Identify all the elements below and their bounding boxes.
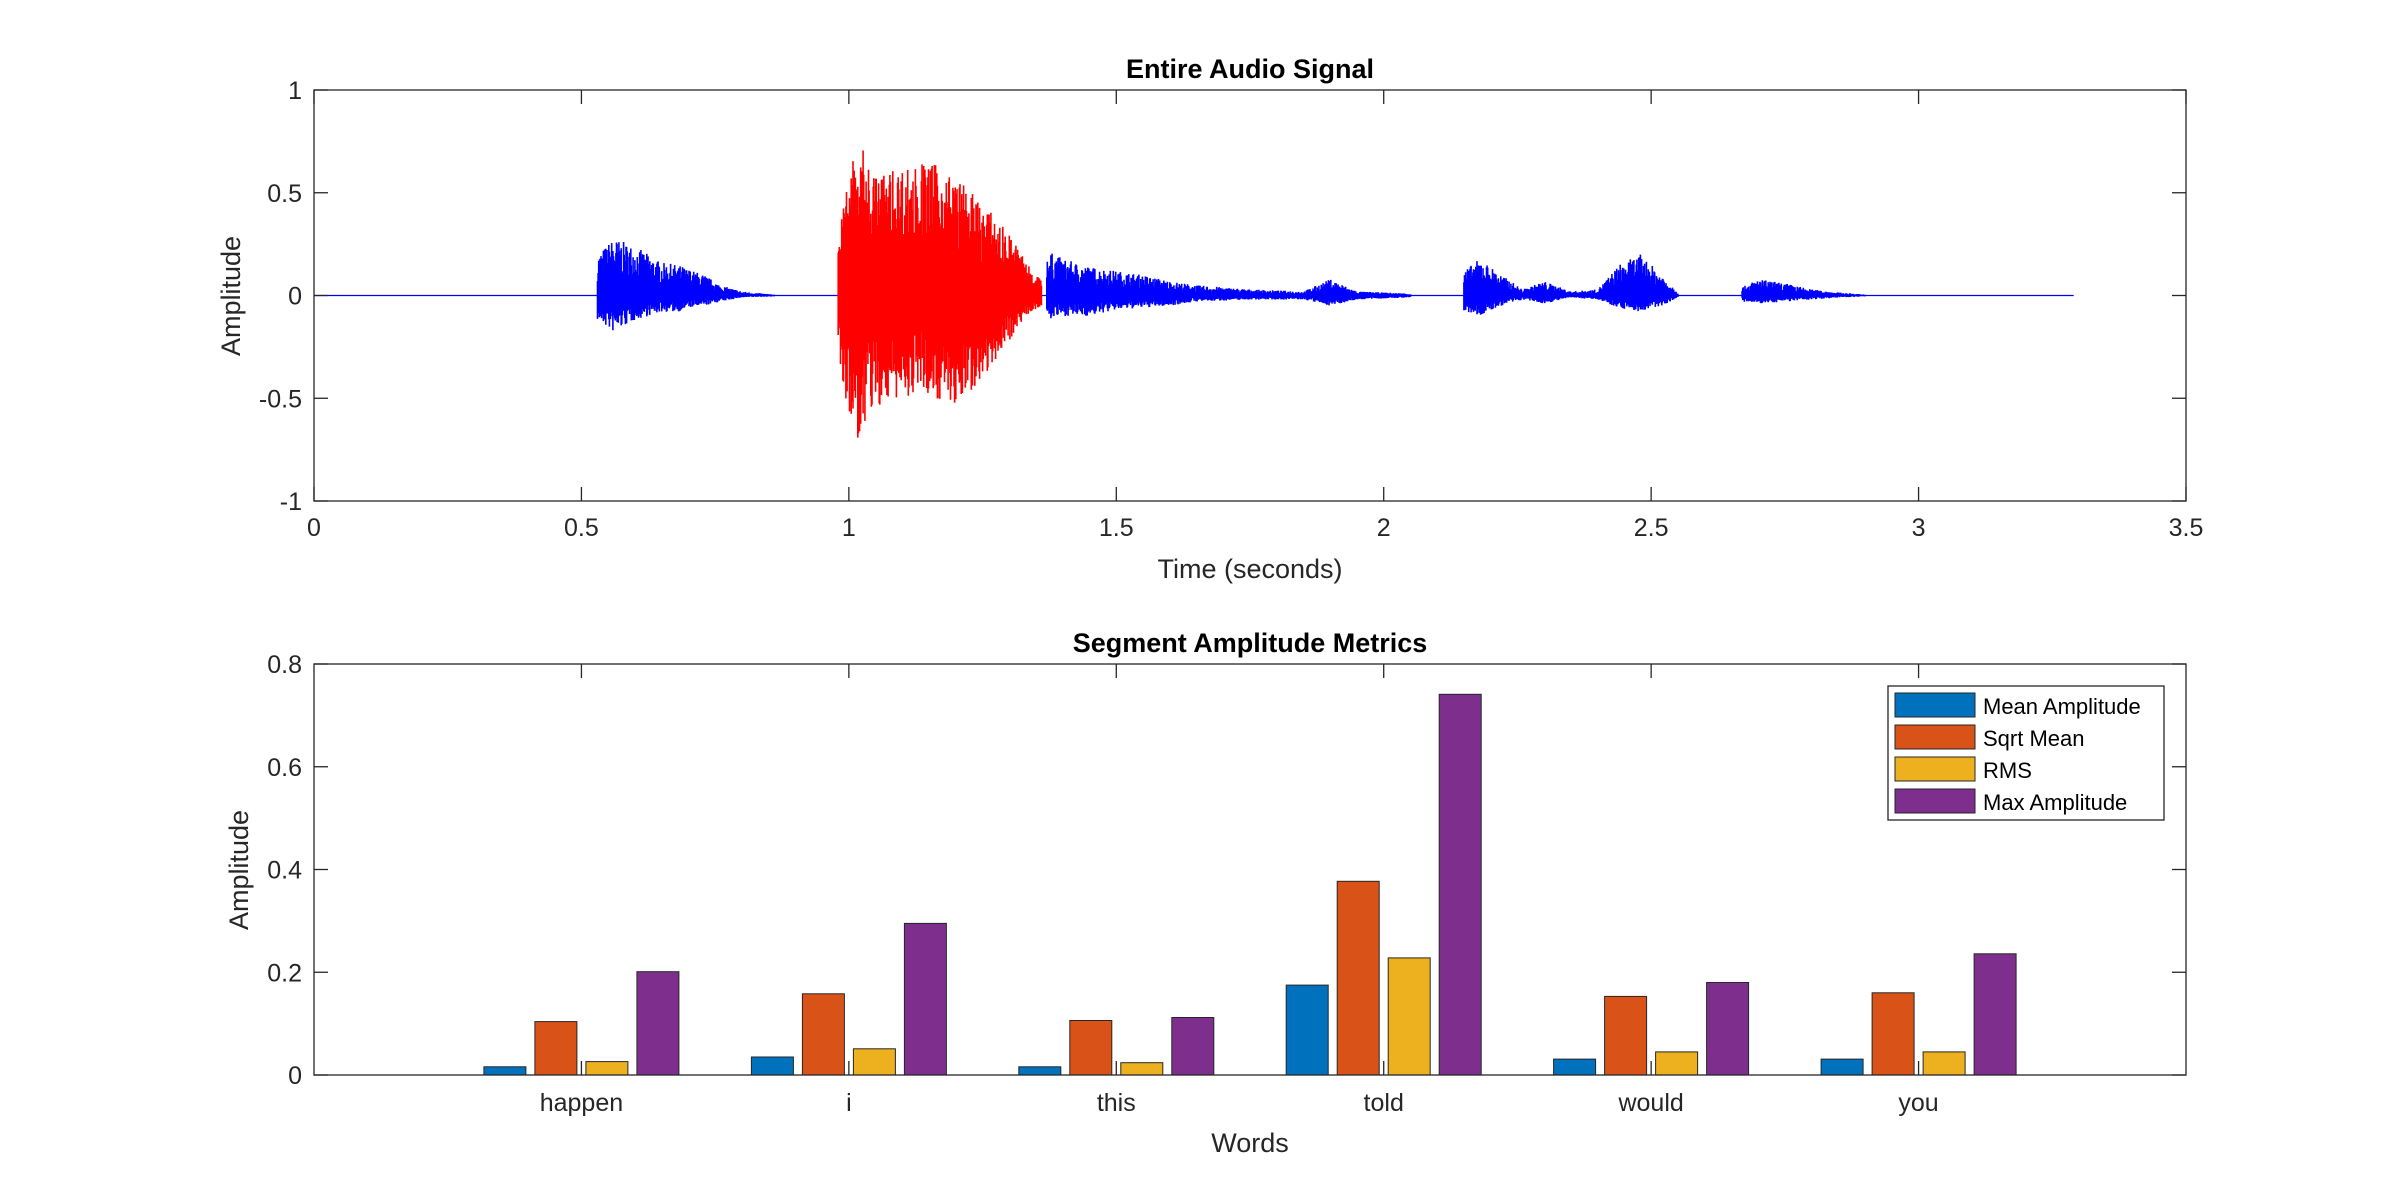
bar-mean-amplitude-this [1018, 1066, 1062, 1076]
legend-item-rms: RMS [1894, 756, 2032, 783]
bar-mean-amplitude-happen [483, 1066, 527, 1076]
legend-item-max-amplitude: Max Amplitude [1894, 788, 2127, 815]
metrics-x-axis-label: Words [1211, 1128, 1289, 1158]
bar-max-amplitude-would [1706, 982, 1750, 1076]
bar-max-amplitude-this [1171, 1017, 1215, 1076]
audio-waveform [314, 150, 2074, 438]
bar-sqrt-mean-told [1336, 880, 1380, 1076]
waveform-segment-3 [1741, 280, 1866, 304]
bar-max-amplitude-i [903, 922, 947, 1076]
audio-y-tick-label: 0 [288, 283, 302, 311]
waveform-segment-2 [1463, 254, 1679, 315]
bar-sqrt-mean-this [1069, 1020, 1113, 1076]
metrics-y-tick-label: 0.2 [267, 959, 302, 987]
audio-axes-box [313, 89, 2187, 502]
highlighted-segment-0 [837, 150, 1043, 438]
metrics-y-axis-label: Amplitude [224, 810, 254, 930]
legend-item-sqrt-mean: Sqrt Mean [1894, 724, 2085, 751]
audio-x-tick-label: 3.5 [2169, 514, 2204, 542]
audio-x-tick-label: 2.5 [1634, 514, 1669, 542]
bar-max-amplitude-told [1438, 693, 1482, 1076]
audio-chart-title: Entire Audio Signal [1126, 54, 1374, 84]
bar-rms-this [1120, 1062, 1164, 1076]
legend-label-mean-amplitude: Mean Amplitude [1983, 694, 2141, 719]
bar-sqrt-mean-happen [534, 1021, 578, 1076]
bar-max-amplitude-happen [636, 971, 680, 1076]
metrics-legend: Mean Amplitude Sqrt Mean RMS Max Amplitu… [1887, 685, 2165, 821]
bar-rms-told [1387, 957, 1431, 1076]
audio-x-tick-label: 3 [1912, 514, 1926, 542]
bar-rms-would [1655, 1051, 1699, 1076]
bar-rms-i [852, 1048, 896, 1076]
metrics-x-tick-label: i [846, 1089, 852, 1117]
audio-y-tick-label: 1 [288, 77, 302, 105]
bar-mean-amplitude-would [1553, 1058, 1597, 1076]
metrics-chart-title: Segment Amplitude Metrics [1073, 628, 1428, 658]
metrics-y-tick-label: 0.6 [267, 754, 302, 782]
legend-item-mean-amplitude: Mean Amplitude [1894, 692, 2141, 719]
metrics-axis-ticks: happen i this told would you 0 0.2 0.4 0.6 0.8 [267, 651, 2186, 1117]
audio-y-axis-label: Amplitude [216, 236, 246, 356]
segment-metrics-axes: happen i this told would you 0 0.2 0.4 0.6 0.8 Seg… [224, 628, 2187, 1158]
bar-rms-happen [585, 1061, 629, 1076]
metrics-y-tick-label: 0.8 [267, 651, 302, 679]
audio-y-tick-label: -0.5 [259, 385, 302, 413]
metrics-y-tick-label: 0.4 [267, 857, 302, 885]
legend-label-max-amplitude: Max Amplitude [1983, 790, 2127, 815]
audio-x-tick-label: 1.5 [1099, 514, 1134, 542]
audio-x-tick-label: 1 [842, 514, 856, 542]
legend-swatch-max-amplitude [1894, 788, 1976, 814]
legend-swatch-rms [1894, 756, 1976, 782]
bar-sqrt-mean-i [801, 993, 845, 1076]
metrics-x-tick-label: happen [540, 1089, 623, 1117]
bar-sqrt-mean-you [1871, 992, 1915, 1076]
audio-x-tick-label: 0 [307, 514, 321, 542]
bar-max-amplitude-you [1973, 953, 2017, 1076]
legend-swatch-mean-amplitude [1894, 692, 1976, 718]
audio-x-tick-label: 0.5 [564, 514, 599, 542]
metrics-x-tick-label: this [1097, 1089, 1136, 1117]
audio-signal-axes: 0 0.5 1 1.5 2 2.5 3 3.5 1 0.5 0 -0.5 -1 Entire Audio… [216, 54, 2203, 584]
audio-x-axis-label: Time (seconds) [1157, 554, 1342, 584]
audio-x-tick-label: 2 [1377, 514, 1391, 542]
bar-mean-amplitude-you [1820, 1058, 1864, 1076]
bar-sqrt-mean-would [1604, 995, 1648, 1076]
metrics-y-tick-label: 0 [288, 1062, 302, 1090]
bar-mean-amplitude-i [750, 1056, 794, 1076]
metrics-axes-box [313, 663, 2187, 1076]
waveform-segment-1 [1046, 253, 1412, 319]
bar-rms-you [1922, 1051, 1966, 1076]
legend-label-rms: RMS [1983, 758, 2032, 783]
legend-swatch-sqrt-mean [1894, 724, 1976, 750]
legend-label-sqrt-mean: Sqrt Mean [1983, 726, 2085, 751]
audio-y-tick-label: 0.5 [267, 180, 302, 208]
metrics-x-tick-label: you [1898, 1089, 1938, 1117]
bar-mean-amplitude-told [1285, 984, 1329, 1076]
metrics-x-tick-label: told [1364, 1089, 1404, 1117]
waveform-segment-0 [596, 242, 775, 331]
metrics-x-tick-label: would [1617, 1089, 1683, 1117]
audio-y-tick-label: -1 [280, 488, 302, 516]
